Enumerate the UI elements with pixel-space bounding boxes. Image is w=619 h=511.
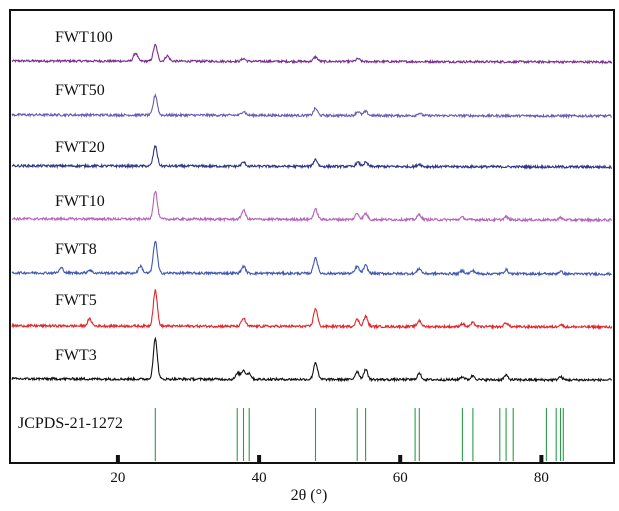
series-line-fwt3 (11, 336, 612, 383)
series-line-fwt10 (11, 190, 612, 224)
x-tick-mark-60 (398, 455, 403, 462)
plot-frame (9, 9, 615, 464)
reference-label: JCPDS-21-1272 (18, 415, 123, 432)
x-tick-label-60: 60 (393, 470, 408, 486)
reference-lines (154, 408, 564, 461)
x-tick-mark-40 (257, 455, 262, 462)
series-label-fwt10: FWT10 (55, 193, 105, 210)
x-tick-mark-20 (115, 455, 120, 462)
series-labels: FWT100 FWT50 FWT20 FWT10 FWT8 FWT5 FWT3 … (18, 29, 123, 432)
series-label-fwt100: FWT100 (55, 29, 113, 46)
series-line-fwt50 (11, 93, 612, 120)
series-line-fwt8 (11, 240, 612, 278)
series-layer (11, 43, 613, 383)
series-label-fwt20: FWT20 (55, 139, 105, 156)
x-tick-label-80: 80 (534, 470, 549, 486)
series-label-fwt5: FWT5 (55, 292, 97, 309)
x-tick-mark-80 (539, 455, 544, 462)
series-label-fwt3: FWT3 (55, 347, 97, 364)
series-line-fwt100 (11, 43, 613, 65)
x-tick-label-20: 20 (110, 470, 125, 486)
x-tick-label-40: 40 (252, 470, 267, 486)
series-line-fwt20 (11, 145, 613, 170)
series-label-fwt50: FWT50 (55, 82, 105, 99)
series-line-fwt5 (11, 289, 613, 331)
x-axis-ticks: 20 40 60 80 (110, 455, 549, 486)
x-axis-label: 2θ (°) (291, 487, 328, 504)
series-label-fwt8: FWT8 (55, 241, 97, 258)
